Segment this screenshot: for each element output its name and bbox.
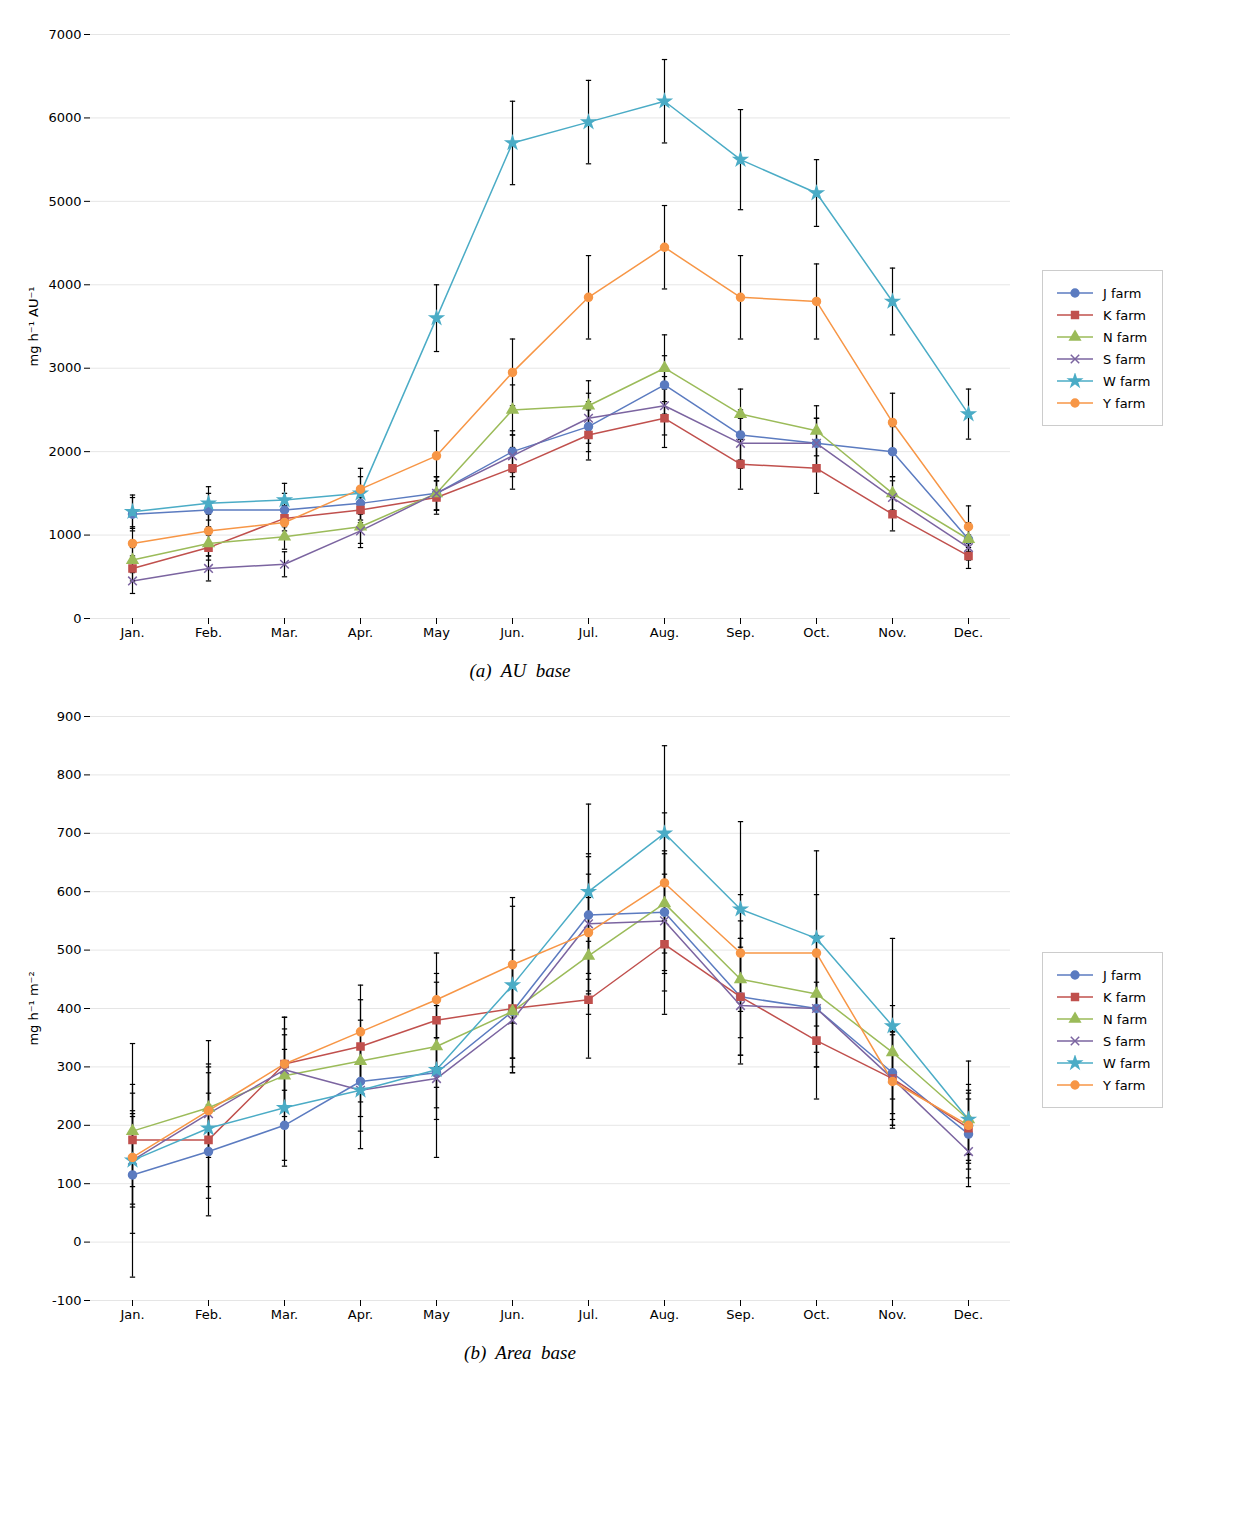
svg-text:900: 900 bbox=[57, 709, 82, 724]
svg-text:Mar.: Mar. bbox=[271, 1307, 298, 1322]
svg-text:Nov.: Nov. bbox=[878, 625, 907, 640]
svg-text:Jan.: Jan. bbox=[119, 625, 144, 640]
svg-text:Apr.: Apr. bbox=[348, 625, 373, 640]
svg-text:-100: -100 bbox=[52, 1293, 82, 1308]
svg-text:1000: 1000 bbox=[48, 527, 81, 542]
svg-text:Jun.: Jun. bbox=[499, 625, 524, 640]
html-text:K farm: K farm bbox=[1103, 989, 1146, 1005]
svg-text:Feb.: Feb. bbox=[195, 1307, 222, 1322]
html-text:W farm: W farm bbox=[1103, 1055, 1151, 1071]
svg-text:100: 100 bbox=[57, 1176, 82, 1191]
svg-text:2000: 2000 bbox=[48, 444, 81, 459]
html-text:(a) AU base: (a) AU base bbox=[469, 660, 571, 681]
svg-text:600: 600 bbox=[57, 884, 82, 899]
svg-text:6000: 6000 bbox=[48, 110, 81, 125]
html-text:J farm: J farm bbox=[1103, 285, 1142, 301]
svg-text:Mar.: Mar. bbox=[271, 625, 298, 640]
svg-text:Aug.: Aug. bbox=[650, 625, 680, 640]
html-text:N farm: N farm bbox=[1103, 329, 1148, 345]
svg-text:Dec.: Dec. bbox=[954, 625, 983, 640]
svg-text:Jan.: Jan. bbox=[119, 1307, 144, 1322]
html-text:S farm: S farm bbox=[1103, 351, 1146, 367]
html-text:K farm: K farm bbox=[1103, 307, 1146, 323]
svg-text:4000: 4000 bbox=[48, 277, 81, 292]
svg-text:7000: 7000 bbox=[48, 27, 81, 42]
svg-text:300: 300 bbox=[57, 1059, 82, 1074]
svg-text:Aug.: Aug. bbox=[650, 1307, 680, 1322]
svg-text:500: 500 bbox=[57, 942, 82, 957]
svg-text:Jul.: Jul. bbox=[578, 625, 599, 640]
svg-text:Sep.: Sep. bbox=[726, 625, 755, 640]
html-text:J farm: J farm bbox=[1103, 967, 1142, 983]
svg-text:800: 800 bbox=[57, 767, 82, 782]
svg-text:Oct.: Oct. bbox=[803, 1307, 830, 1322]
svg-text:Oct.: Oct. bbox=[803, 625, 830, 640]
svg-text:Apr.: Apr. bbox=[348, 1307, 373, 1322]
html-text:(b) Area base: (b) Area base bbox=[464, 1342, 576, 1363]
html-text:Y farm: Y farm bbox=[1103, 1077, 1146, 1093]
svg-text:0: 0 bbox=[73, 611, 81, 626]
svg-text:Feb.: Feb. bbox=[195, 625, 222, 640]
html-text:S farm: S farm bbox=[1103, 1033, 1146, 1049]
svg-text:May: May bbox=[423, 1307, 450, 1322]
svg-text:mg h⁻¹ m⁻²: mg h⁻¹ m⁻² bbox=[26, 971, 41, 1045]
svg-text:700: 700 bbox=[57, 825, 82, 840]
svg-text:0: 0 bbox=[73, 1234, 81, 1249]
svg-text:3000: 3000 bbox=[48, 360, 81, 375]
svg-text:mg h⁻¹ AU⁻¹: mg h⁻¹ AU⁻¹ bbox=[26, 287, 41, 367]
html-text:Y farm: Y farm bbox=[1103, 395, 1146, 411]
svg-text:Jul.: Jul. bbox=[578, 1307, 599, 1322]
html-text:N farm: N farm bbox=[1103, 1011, 1148, 1027]
svg-text:Nov.: Nov. bbox=[878, 1307, 907, 1322]
html-text:W farm: W farm bbox=[1103, 373, 1151, 389]
svg-text:Sep.: Sep. bbox=[726, 1307, 755, 1322]
svg-text:Jun.: Jun. bbox=[499, 1307, 524, 1322]
svg-text:Dec.: Dec. bbox=[954, 1307, 983, 1322]
svg-text:5000: 5000 bbox=[48, 194, 81, 209]
svg-text:200: 200 bbox=[57, 1117, 82, 1132]
svg-text:May: May bbox=[423, 625, 450, 640]
svg-text:400: 400 bbox=[57, 1001, 82, 1016]
